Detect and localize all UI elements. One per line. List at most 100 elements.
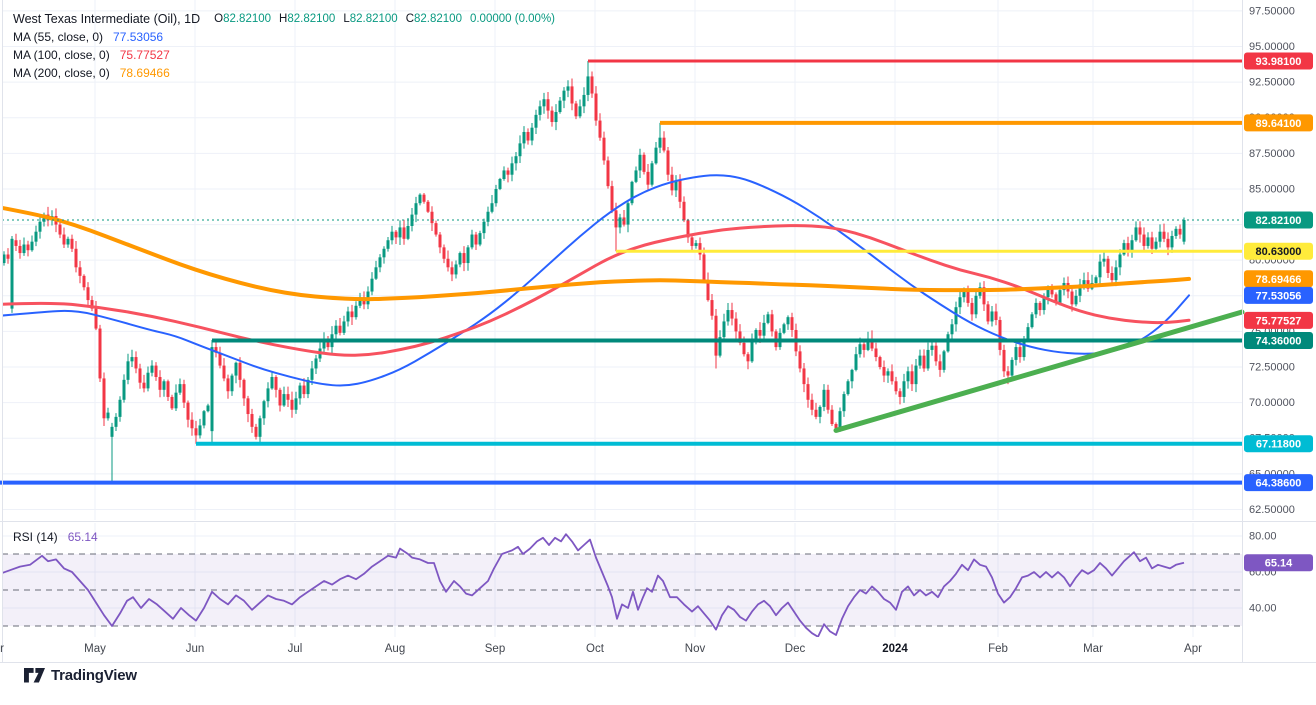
candle	[942, 351, 946, 370]
candle	[170, 396, 174, 409]
candle	[58, 224, 62, 235]
candle	[562, 90, 566, 101]
candle	[262, 401, 266, 419]
ma100-label: MA (100, close, 0)	[13, 48, 110, 62]
symbol-title[interactable]: West Texas Intermediate (Oil), 1D	[13, 12, 201, 26]
candle	[954, 307, 958, 325]
rsi-line[interactable]	[0, 533, 1185, 637]
ma200-label: MA (200, close, 0)	[13, 66, 110, 80]
month-label: Apr	[0, 643, 4, 655]
candle	[434, 223, 438, 235]
chart-legend: West Texas Intermediate (Oil), 1D O 82.82…	[13, 10, 555, 82]
candle	[1038, 302, 1042, 311]
candle	[642, 154, 646, 172]
price-axis[interactable]: 62.5000065.0000067.5000070.0000072.50000…	[1244, 5, 1313, 615]
candle	[38, 221, 42, 232]
candle	[290, 399, 294, 410]
candle	[1110, 273, 1114, 281]
candle	[650, 163, 654, 185]
candle	[1158, 231, 1162, 242]
candle	[138, 368, 142, 383]
rsi-band	[2, 553, 1242, 627]
ma100-value: 75.77527	[119, 48, 170, 62]
candle	[666, 150, 670, 175]
candle	[994, 311, 998, 321]
candle	[266, 388, 270, 402]
candlestick-series[interactable]	[0, 61, 1186, 482]
candle	[622, 217, 626, 225]
candle	[126, 361, 130, 380]
candle	[1142, 234, 1146, 246]
candle	[374, 267, 378, 279]
ohlc-open-key: O	[214, 13, 224, 25]
candle	[278, 389, 282, 406]
candle	[478, 233, 482, 245]
svg-text:74.36000: 74.36000	[1256, 336, 1302, 348]
candle	[714, 315, 718, 356]
price-tick-label: 92.50000	[1249, 77, 1295, 89]
candle	[998, 320, 1002, 350]
candle	[326, 338, 330, 348]
candle	[638, 154, 642, 171]
ma55-row[interactable]: MA (55, close, 0) 77.53056	[13, 28, 555, 46]
candle	[946, 334, 950, 352]
candle	[70, 238, 74, 249]
candle	[302, 385, 306, 395]
candle	[674, 180, 678, 191]
candle	[970, 302, 974, 315]
candle	[554, 112, 558, 123]
moving-averages-layer[interactable]	[0, 174, 1191, 387]
candle	[542, 99, 546, 107]
candle	[198, 425, 202, 436]
candle	[782, 324, 786, 333]
candle	[810, 399, 814, 410]
candle	[1026, 327, 1030, 340]
candle	[534, 114, 538, 128]
current-price-badge: 82.82100	[1244, 211, 1313, 229]
candle	[446, 258, 450, 268]
ma55-line[interactable]	[0, 174, 1190, 387]
month-label: Mar	[1083, 643, 1103, 655]
ma200-row[interactable]: MA (200, close, 0) 78.69466	[13, 64, 555, 82]
candle	[466, 247, 470, 264]
ma-value-badge: 78.69466	[1244, 270, 1313, 288]
candle	[834, 424, 838, 429]
candle	[246, 398, 250, 415]
level-badge: 89.64100	[1244, 114, 1313, 132]
candle	[174, 392, 178, 409]
candle	[214, 347, 218, 353]
rsi-legend[interactable]: RSI (14) 65.14	[13, 529, 98, 545]
svg-text:65.14: 65.14	[1265, 558, 1293, 570]
trendline[interactable]	[833, 309, 1245, 433]
month-label: Oct	[586, 643, 605, 655]
ma100-line[interactable]	[0, 224, 1191, 357]
ma100-row[interactable]: MA (100, close, 0) 75.77527	[13, 46, 555, 64]
candle	[346, 311, 350, 322]
candle	[130, 357, 134, 362]
price-levels-layer[interactable]	[0, 59, 1245, 485]
candle	[550, 110, 554, 123]
candle	[90, 300, 94, 309]
candle	[178, 384, 182, 393]
time-axis[interactable]: Apr May Jun Jul Aug Sep Oct Nov Dec 2024 Feb Mar Apr	[0, 643, 1202, 655]
ma-value-badge: 77.53056	[1244, 286, 1313, 304]
rsi-plot[interactable]	[0, 533, 1185, 637]
candle	[110, 426, 114, 437]
ma200-line[interactable]	[0, 205, 1191, 302]
candle	[1070, 291, 1074, 305]
candle	[882, 367, 886, 376]
candle	[798, 351, 802, 369]
ohlc-high-key: H	[279, 13, 288, 25]
candle	[1046, 287, 1050, 298]
candle	[654, 147, 658, 164]
level-badge: 93.98100	[1244, 52, 1313, 70]
tradingview-branding[interactable]: TradingView	[24, 667, 137, 684]
rsi-label: RSI (14)	[13, 530, 58, 544]
price-tick-label: 97.50000	[1249, 5, 1295, 17]
candle	[630, 181, 634, 204]
candle	[746, 354, 750, 362]
price-tick-label: 85.00000	[1249, 183, 1295, 195]
candle	[958, 297, 962, 308]
candle	[838, 411, 842, 429]
